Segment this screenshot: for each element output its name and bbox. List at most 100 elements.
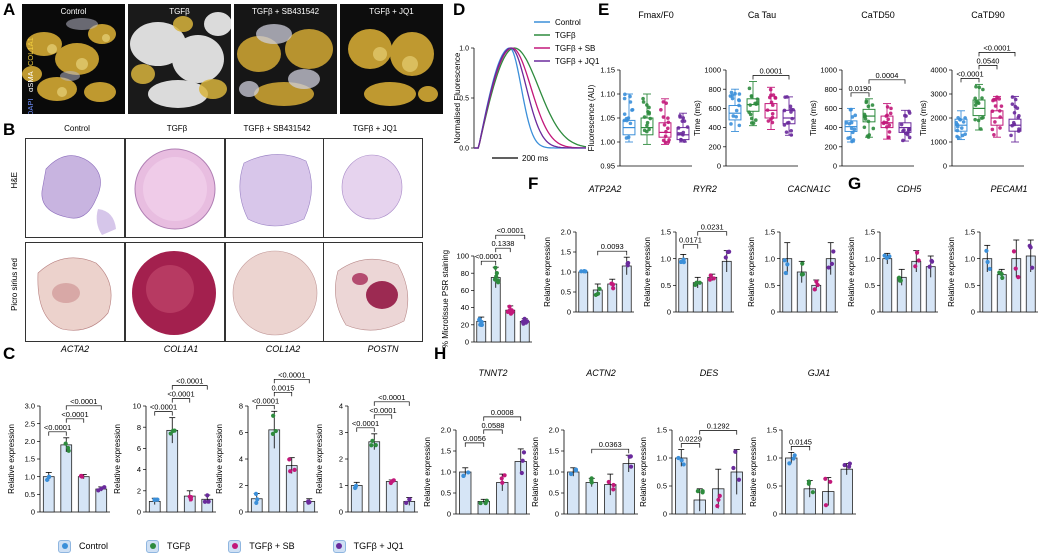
he-tgfb-tissue: [134, 148, 216, 230]
panel-letter-b: B: [3, 120, 16, 139]
data-point-g-pecam1-0: [984, 248, 989, 253]
data-point-e-catd50-3: [901, 138, 905, 143]
condition-legend: Control TGFβ TGFβ + SB TGFβ + JQ1: [58, 539, 442, 553]
p-value-label-c-col1a2-1: 0.0015: [272, 383, 295, 392]
y-tick-label-h-gja1: 0: [773, 510, 777, 519]
data-point-h-tnnt2-2: [500, 480, 505, 485]
chart-e-catd90: 0 1000 2000 3000 4000 Time (ms) CaTD90 <0.0001 0…: [919, 10, 1024, 171]
data-point-c-col1a1-0: [152, 497, 157, 502]
data-point-h-gja1-0: [787, 461, 792, 466]
data-point-e-catau-3: [785, 121, 790, 125]
y-axis-label-e-catau: Time (ms): [693, 100, 702, 136]
y-tick-label-g-cdh5: 1.0: [865, 254, 875, 263]
data-point-e-catau-3: [788, 104, 793, 109]
panel-letter-h: H: [434, 344, 447, 363]
data-point-e-catd50-0: [847, 122, 852, 126]
data-point-c-col1a1-0: [155, 497, 160, 502]
data-point-e-catd90-0: [963, 132, 967, 136]
data-point-h-gja1-1: [806, 479, 812, 484]
chart-e-catd50: 0 200 400 600 800 1000 Time (ms) CaTD50 0.0190 0.…: [809, 10, 914, 171]
data-point-e-catd50-2: [888, 111, 893, 116]
chart-f-atp2a2: 0 0.5 1.0 1.5 2.0 Relative expression ATP2A2 0.…: [543, 184, 634, 317]
data-point-e-fmax-0: [628, 100, 633, 104]
data-point-h-tnnt2-2: [499, 476, 504, 481]
y-tick-label-c-acta2: 2.5: [25, 419, 35, 428]
data-point-e-fmax-3: [681, 116, 685, 120]
data-point-e-catd90-3: [1009, 133, 1013, 138]
y-tick-label-c-col1a1: 2: [137, 486, 141, 495]
y-tick-label-c-postn: 0: [339, 508, 343, 517]
y-tick-label-c-col1a2: 2: [239, 481, 243, 490]
data-point-e-fmax-2: [664, 101, 668, 105]
legend-item-tgfb: TGFβ: [146, 539, 190, 553]
data-point-e-catau-0: [737, 98, 741, 103]
data-point-e-catau-0: [731, 114, 736, 118]
data-point-h-des-2: [717, 493, 722, 498]
data-point-e-catd90-2: [998, 126, 1002, 130]
y-axis-label-e-catd50: Time (ms): [809, 100, 818, 136]
chart-c-postn: 0 1 2 3 4 Relative expression POSTN <0.0001 <0.0…: [315, 344, 418, 517]
p-value-label-d-psr-2: <0.0001: [497, 226, 524, 235]
p-value-label-c-acta2-0: <0.0001: [44, 423, 71, 432]
y-tick-label-h-tnnt2: 2.0: [441, 426, 451, 435]
comparison-bracket-c-postn-0: [356, 427, 375, 432]
data-point-e-catd50-2: [885, 105, 890, 109]
comparison-bracket-c-acta2-1: [65, 418, 85, 423]
legend-swatch-sb: [228, 539, 242, 553]
data-point-e-catau-3: [790, 116, 795, 121]
bar-f-ryr2-0: [678, 258, 689, 313]
data-point-c-postn-2: [391, 478, 396, 483]
chart-c-col1a1: 0 2 4 6 8 10 Relative expression COL1A1 <0.0001 <…: [113, 344, 216, 517]
y-tick-label-c-acta2: 2.0: [25, 437, 35, 446]
data-point-g-pecam1-1: [1000, 275, 1005, 280]
y-tick-label-c-col1a1: 10: [133, 402, 141, 411]
data-point-e-fmax-0: [628, 121, 633, 126]
panel-letter-f: F: [528, 174, 539, 193]
data-point-h-actn2-2: [606, 479, 611, 485]
data-point-f-cacna1c-2: [812, 287, 817, 292]
data-point-e-fmax-0: [626, 116, 631, 120]
data-point-g-cdh5-2: [913, 264, 918, 269]
data-point-e-catd90-0: [961, 120, 966, 124]
data-point-e-catd50-3: [903, 113, 907, 118]
data-point-e-catau-1: [748, 112, 753, 117]
data-point-e-fmax-3: [682, 139, 687, 143]
chart-c-acta2: 0 0.5 1.0 1.5 2.0 2.5 3.0 Relative expression AC…: [7, 344, 110, 517]
p-value-label-c-postn-1: <0.0001: [369, 406, 396, 415]
y-tick-label-d-psr: 60: [461, 286, 469, 295]
data-point-e-catau-2: [770, 103, 775, 107]
p-value-label-c-postn-2: <0.0001: [378, 393, 405, 402]
chart-title-c-acta2: ACTA2: [60, 344, 89, 354]
data-point-e-fmax-3: [681, 130, 686, 135]
data-point-e-fmax-2: [662, 123, 667, 127]
data-point-c-col1a1-1: [172, 428, 177, 433]
chart-title-g-pecam1: PECAM1: [990, 184, 1027, 194]
chart-title-c-col1a1: COL1A1: [164, 344, 199, 354]
data-point-c-col1a2-2: [287, 457, 292, 462]
data-point-h-tnnt2-0: [461, 473, 466, 478]
he-control-tissue: [41, 155, 116, 235]
legend-label-sb: TGFβ + SB: [249, 541, 295, 551]
data-point-e-catd90-1: [976, 118, 981, 123]
data-point-e-catau-0: [737, 103, 741, 108]
micro-caption-sb: TGFβ + SB431542: [251, 7, 320, 16]
data-point-f-cacna1c-1: [799, 272, 804, 277]
comparison-bracket-c-acta2-0: [48, 431, 67, 436]
chart-title-c-postn: POSTN: [367, 344, 399, 354]
data-point-e-catau-1: [755, 97, 760, 101]
y-tick-label-e-catau: 600: [708, 104, 721, 113]
data-point-e-fmax-2: [661, 115, 666, 119]
micro-image-tgfb: TGFβ: [128, 4, 231, 114]
data-point-e-fmax-1: [645, 120, 650, 125]
trace-legend-label-tgfb: TGFβ: [555, 31, 576, 40]
data-point-g-cdh5-0: [887, 254, 892, 259]
data-point-h-actn2-2: [611, 482, 616, 488]
data-point-d-psr-1: [494, 270, 499, 276]
y-tick-label-f-atp2a2: 1.0: [561, 268, 571, 277]
micro-caption-control: Control: [60, 7, 87, 16]
data-point-g-cdh5-0: [882, 253, 887, 258]
data-point-f-ryr2-2: [711, 276, 716, 281]
data-point-e-fmax-2: [661, 100, 666, 104]
data-point-e-catd50-0: [844, 121, 849, 125]
